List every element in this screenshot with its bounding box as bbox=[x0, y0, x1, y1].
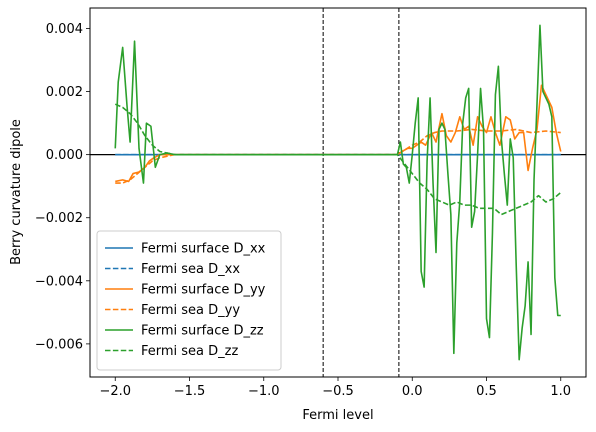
x-tick-label-4: 0.0 bbox=[402, 384, 423, 399]
series-line-5 bbox=[114, 103, 562, 216]
legend-label-2: Fermi surface D_yy bbox=[141, 283, 266, 298]
legend-box bbox=[96, 230, 282, 371]
x-tick-label-1: −1.5 bbox=[174, 384, 206, 399]
x-axis-label: Fermi level bbox=[302, 408, 373, 423]
legend-label-4: Fermi surface D_zz bbox=[141, 324, 264, 339]
y-tick-label-4: 0.002 bbox=[46, 85, 83, 100]
x-axis: −2.0 −1.5 −1.0 −0.5 0.0 0.5 1.0 bbox=[99, 377, 571, 399]
y-tick-label-2: −0.002 bbox=[35, 211, 83, 226]
series-line-4 bbox=[114, 24, 561, 361]
y-tick-label-0: −0.006 bbox=[35, 337, 83, 352]
x-tick-label-5: 0.5 bbox=[476, 384, 497, 399]
series-line-2 bbox=[115, 84, 562, 183]
y-tick-label-1: −0.004 bbox=[35, 274, 83, 289]
x-tick-label-6: 1.0 bbox=[550, 384, 571, 399]
x-tick-label-0: −2.0 bbox=[99, 384, 131, 399]
y-tick-label-3: 0.000 bbox=[46, 148, 83, 163]
y-axis: −0.006 −0.004 −0.002 0.000 0.002 0.004 bbox=[35, 22, 90, 352]
legend-label-1: Fermi sea D_xx bbox=[141, 262, 240, 277]
legend-label-3: Fermi sea D_yy bbox=[141, 303, 240, 318]
data-series bbox=[114, 24, 562, 361]
x-tick-label-3: −0.5 bbox=[322, 384, 354, 399]
legend-label-0: Fermi surface D_xx bbox=[141, 242, 266, 257]
legend-label-5: Fermi sea D_zz bbox=[141, 344, 238, 359]
y-axis-label: Berry curvature dipole bbox=[9, 119, 24, 265]
legend: Fermi surface D_xx Fermi sea D_xx Fermi su… bbox=[96, 230, 282, 371]
x-tick-label-2: −1.0 bbox=[248, 384, 280, 399]
y-tick-label-5: 0.004 bbox=[46, 22, 83, 37]
